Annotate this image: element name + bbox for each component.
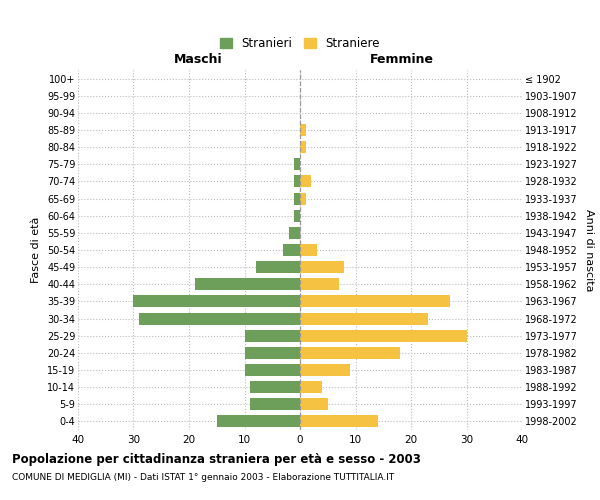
Bar xyxy=(245,347,300,359)
Bar xyxy=(300,244,317,256)
Bar xyxy=(295,210,300,222)
Bar xyxy=(283,244,300,256)
Bar xyxy=(300,124,305,136)
Text: Femmine: Femmine xyxy=(370,54,434,66)
Bar xyxy=(133,296,300,308)
Bar xyxy=(300,312,428,324)
Y-axis label: Fasce di età: Fasce di età xyxy=(31,217,41,283)
Bar xyxy=(139,312,300,324)
Bar xyxy=(300,296,450,308)
Bar xyxy=(300,261,344,273)
Bar xyxy=(217,416,300,428)
Bar xyxy=(289,227,300,239)
Bar xyxy=(300,416,378,428)
Bar xyxy=(295,192,300,204)
Bar xyxy=(295,158,300,170)
Bar xyxy=(295,176,300,188)
Bar xyxy=(250,398,300,410)
Text: COMUNE DI MEDIGLIA (MI) - Dati ISTAT 1° gennaio 2003 - Elaborazione TUTTITALIA.I: COMUNE DI MEDIGLIA (MI) - Dati ISTAT 1° … xyxy=(12,472,394,482)
Y-axis label: Anni di nascita: Anni di nascita xyxy=(584,209,595,291)
Bar xyxy=(300,141,305,153)
Bar xyxy=(300,347,400,359)
Bar xyxy=(300,278,339,290)
Legend: Stranieri, Straniere: Stranieri, Straniere xyxy=(215,32,385,55)
Bar xyxy=(300,398,328,410)
Bar xyxy=(250,381,300,393)
Bar xyxy=(245,330,300,342)
Bar xyxy=(256,261,300,273)
Bar xyxy=(194,278,300,290)
Bar xyxy=(300,176,311,188)
Bar xyxy=(300,330,467,342)
Bar xyxy=(300,364,350,376)
Bar xyxy=(300,192,305,204)
Text: Maschi: Maschi xyxy=(173,54,222,66)
Bar xyxy=(245,364,300,376)
Text: Popolazione per cittadinanza straniera per età e sesso - 2003: Popolazione per cittadinanza straniera p… xyxy=(12,452,421,466)
Bar xyxy=(300,381,322,393)
